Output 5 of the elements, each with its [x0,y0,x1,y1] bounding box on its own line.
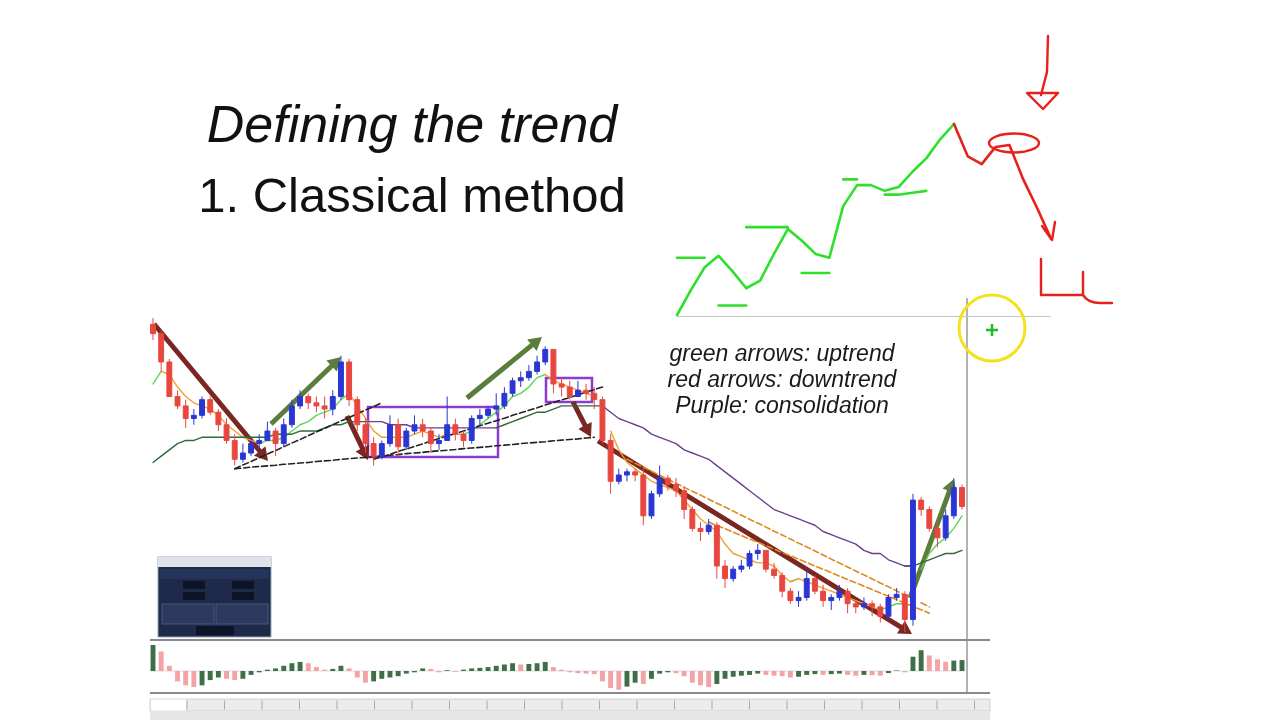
annotation: red arrows: downtrend [667,366,898,392]
annotation: green arrows: uptrend [669,340,896,366]
annotation: Purple: consolidation [675,392,889,418]
text: 1. Classical method [198,168,626,222]
chart-title: Defining the trend [206,95,620,153]
